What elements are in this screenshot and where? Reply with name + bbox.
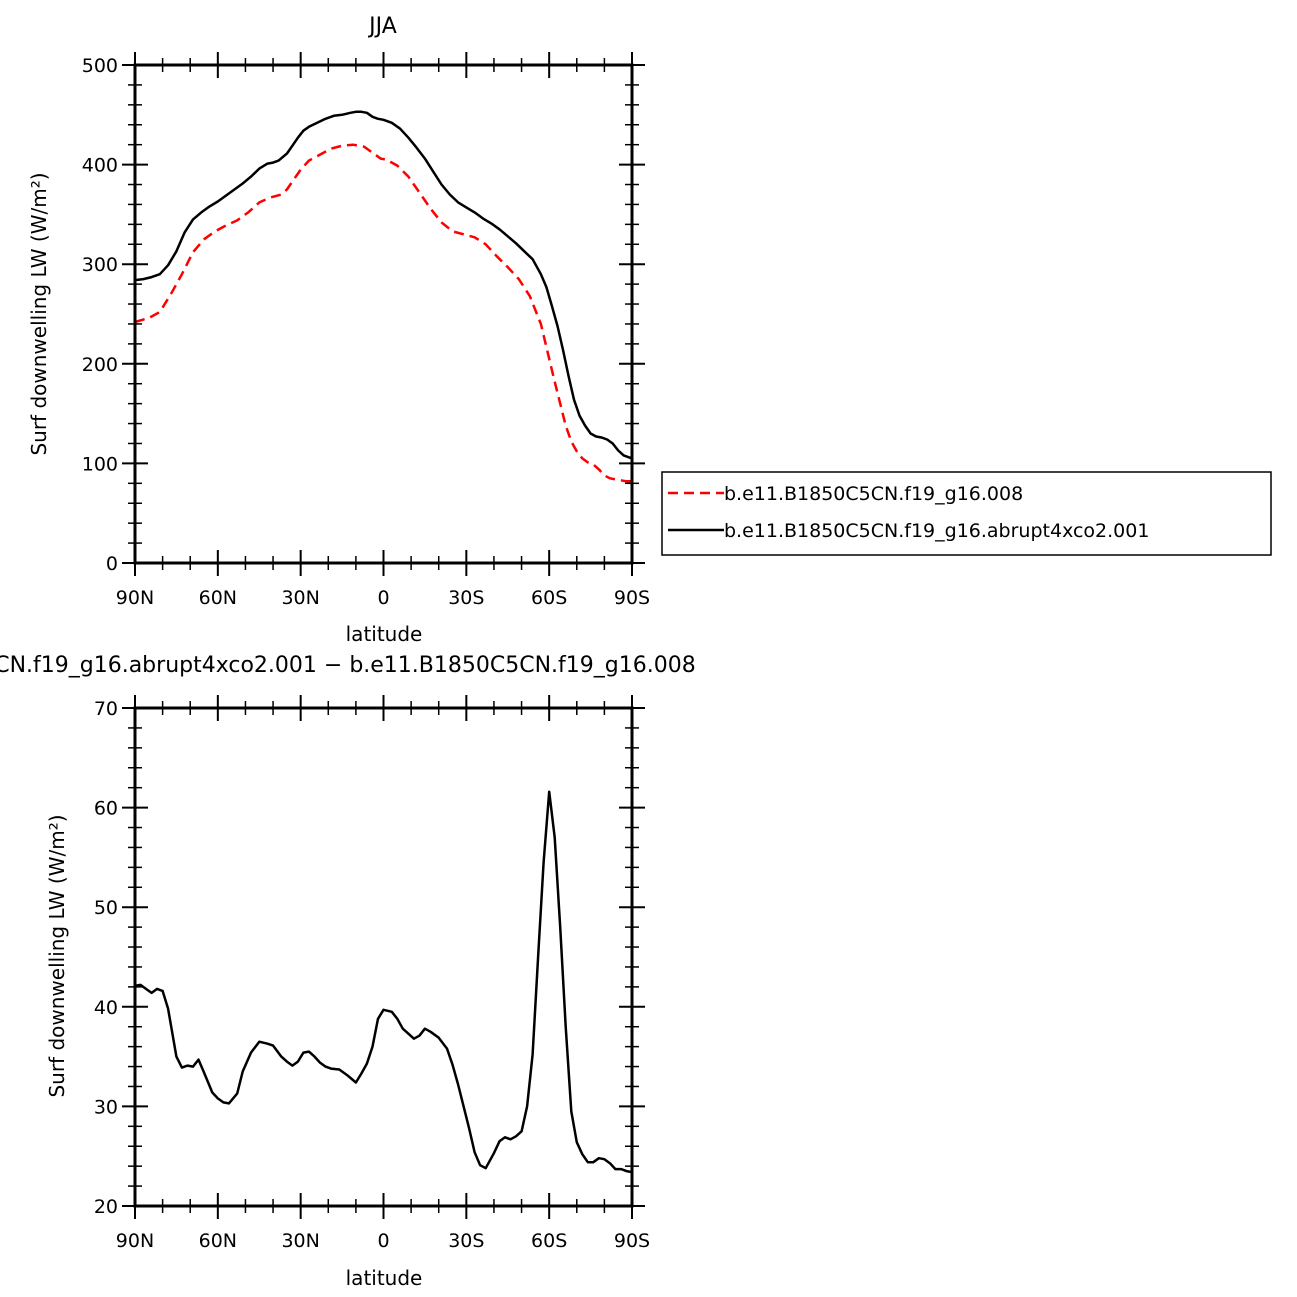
top-xtick-label: 60N [199, 587, 237, 609]
top-ytick-label: 400 [82, 155, 118, 177]
top-ytick-label: 300 [82, 254, 118, 276]
bottom-y-axis-label: Surf downwelling LW (W/m²) [45, 814, 69, 1097]
bot-xtick-label: 30S [448, 1230, 484, 1252]
top-ytick-label: 500 [82, 55, 118, 77]
top-y-axis-label: Surf downwelling LW (W/m²) [27, 172, 51, 455]
bot-ytick-label: 70 [94, 698, 118, 720]
legend-label-abrupt4xco2: b.e11.B1850C5CN.f19_g16.abrupt4xco2.001 [724, 520, 1149, 542]
bot-xtick-label: 60N [199, 1230, 237, 1252]
top-series-line-1 [134, 110, 633, 460]
top-xtick-label: 90N [116, 587, 154, 609]
top-plot-frame [133, 63, 634, 565]
top-x-axis-label: latitude [346, 622, 423, 646]
bot-ytick-label: 60 [94, 798, 118, 820]
legend-box [661, 471, 1272, 556]
bot-series-line-0 [134, 790, 633, 1174]
top-ytick-label: 100 [82, 453, 118, 475]
bottom-plot-frame [133, 706, 634, 1208]
bottom-chart-title: b.e11.B1850C5CN.f19_g16.abrupt4xco2.001 … [0, 653, 696, 678]
legend-label-control: b.e11.B1850C5CN.f19_g16.008 [724, 483, 1023, 505]
top-xtick-label: 30S [448, 587, 484, 609]
top-xtick-label: 30N [281, 587, 319, 609]
bot-xtick-label: 90S [614, 1230, 650, 1252]
bot-ytick-label: 40 [94, 997, 118, 1019]
top-ytick-label: 0 [106, 553, 118, 575]
bottom-x-axis-label: latitude [346, 1266, 423, 1290]
bot-xtick-label: 90N [116, 1230, 154, 1252]
bot-ytick-label: 30 [94, 1096, 118, 1118]
top-series-line-0 [134, 143, 632, 483]
legend: b.e11.B1850C5CN.f19_g16.008 b.e11.B1850C… [661, 471, 1272, 556]
bottom-panel: b.e11.B1850C5CN.f19_g16.abrupt4xco2.001 … [0, 653, 696, 1290]
top-ytick-label: 200 [82, 354, 118, 376]
top-panel: JJA 0 100 200 300 400 500 90N 60N 30N 0 30S 60S 90S… [27, 14, 650, 646]
top-xtick-label: 0 [377, 587, 389, 609]
bot-ytick-label: 20 [94, 1196, 118, 1218]
bot-xtick-label: 0 [377, 1230, 389, 1252]
top-chart-title: JJA [367, 14, 397, 39]
bot-ytick-label: 50 [94, 897, 118, 919]
top-xtick-label: 90S [614, 587, 650, 609]
top-xtick-label: 60S [531, 587, 567, 609]
bot-xtick-label: 30N [281, 1230, 319, 1252]
bot-xtick-label: 60S [531, 1230, 567, 1252]
